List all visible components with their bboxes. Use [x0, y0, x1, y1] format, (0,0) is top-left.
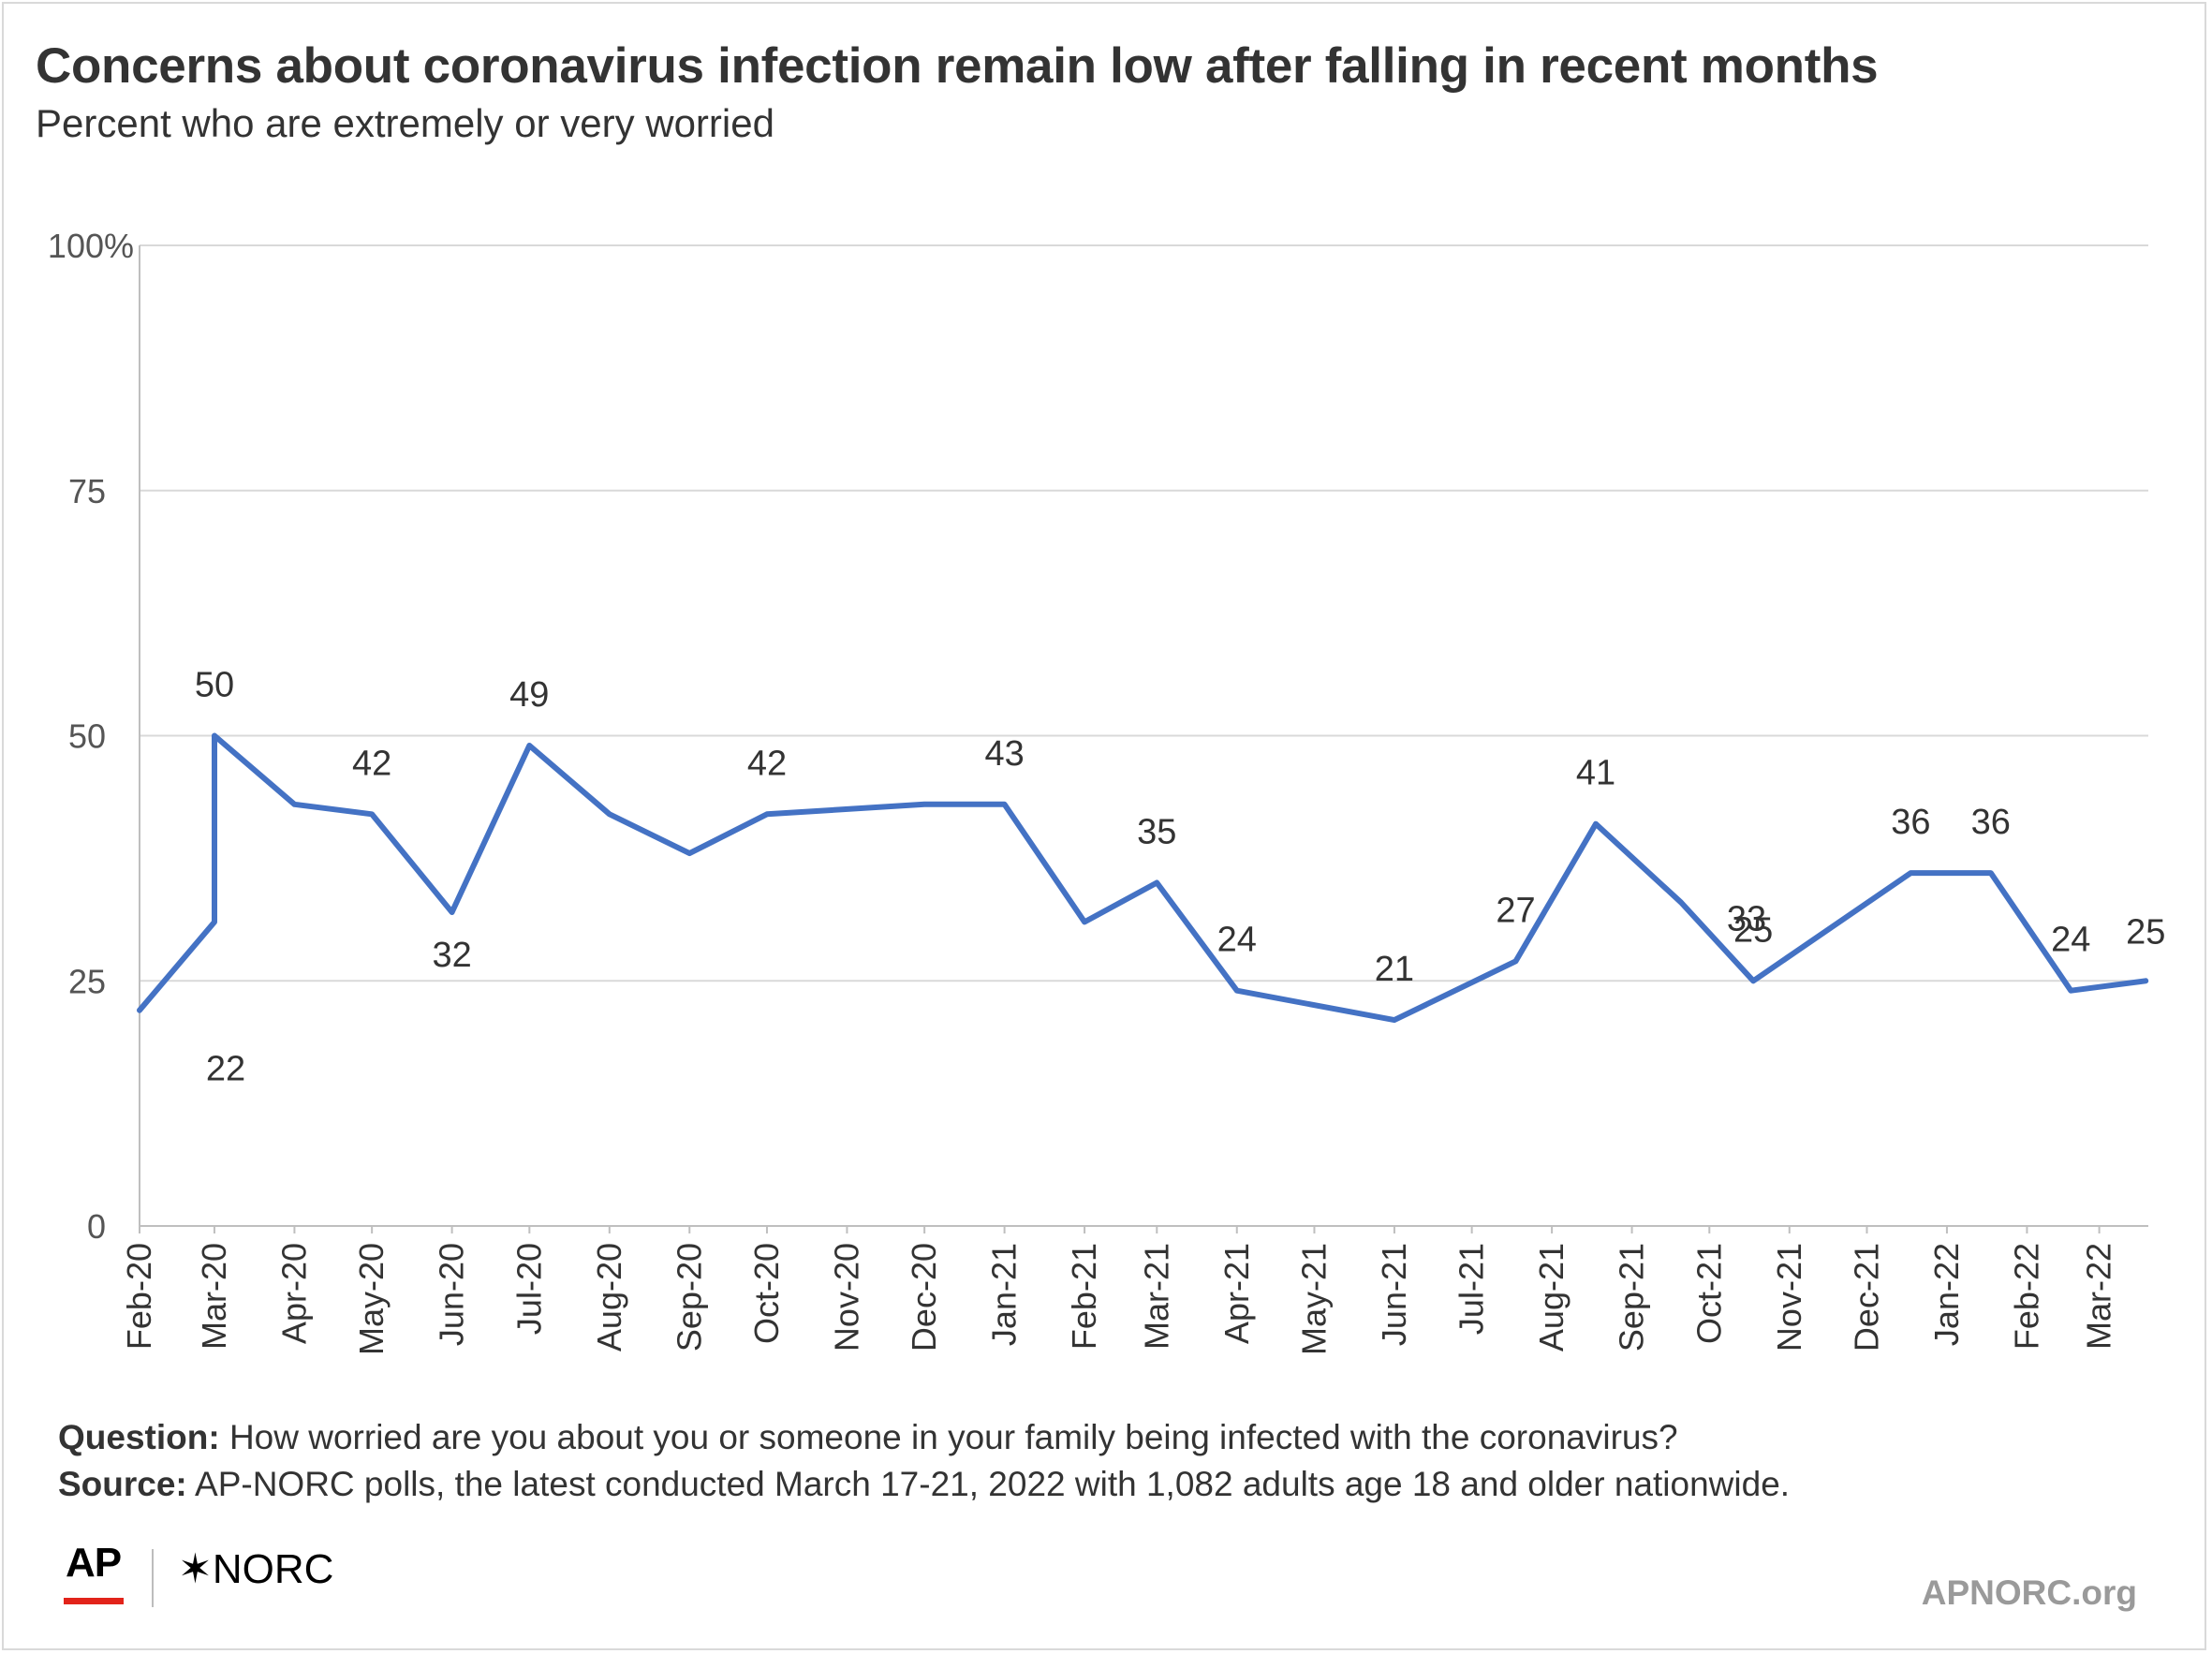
- data-label: 21: [1375, 950, 1414, 989]
- data-label: 27: [1496, 891, 1535, 930]
- data-label: 25: [1733, 910, 1773, 950]
- data-label: 50: [195, 666, 234, 705]
- question-text: How worried are you about you or someone…: [229, 1418, 1678, 1456]
- chart-title: Concerns about coronavirus infection rem…: [36, 38, 1879, 94]
- site-url: APNORC.org: [1921, 1573, 2137, 1612]
- x-tick-label: Feb-21: [1065, 1243, 1103, 1350]
- x-tick-label: Jun-21: [1375, 1243, 1413, 1346]
- x-tick-label: Apr-21: [1217, 1243, 1256, 1344]
- x-tick-label: May-21: [1294, 1243, 1333, 1355]
- x-tick-label: Mar-20: [195, 1243, 233, 1350]
- data-label: 36: [1971, 803, 2011, 842]
- data-label: 35: [1137, 813, 1176, 852]
- data-label: 22: [206, 1050, 245, 1089]
- question-label: Question:: [58, 1418, 220, 1456]
- x-tick-label: Dec-21: [1847, 1243, 1885, 1351]
- data-label: 43: [984, 734, 1024, 774]
- x-tick-label: Oct-21: [1689, 1243, 1728, 1344]
- line-chart: 100% 75 50 25 0 Feb-20 Mar-20 Apr-20 May-20 Jun-2…: [48, 227, 2165, 1355]
- x-tick-label: Jul-20: [509, 1243, 548, 1335]
- data-label: 49: [509, 675, 549, 715]
- source-label: Source:: [58, 1465, 187, 1503]
- x-tick-label: Aug-21: [1532, 1243, 1571, 1351]
- ap-logo-underline: [64, 1598, 124, 1604]
- data-label: 24: [2051, 921, 2090, 960]
- series-line: [137, 732, 2149, 1024]
- question-note: Question: How worried are you about you …: [58, 1418, 1678, 1457]
- data-label: 42: [352, 744, 391, 783]
- data-label: 33: [1727, 899, 1766, 938]
- data-label: 25: [2126, 912, 2165, 952]
- norc-logo: ✶NORC: [178, 1546, 334, 1592]
- y-tick-label: 100%: [48, 227, 134, 265]
- x-tick-label: Feb-22: [2007, 1243, 2045, 1350]
- data-label: 42: [747, 744, 787, 783]
- data-label: 41: [1576, 754, 1615, 793]
- y-tick-label: 50: [68, 717, 106, 756]
- source-note: Source: AP-NORC polls, the latest conduc…: [58, 1465, 1790, 1504]
- x-tick-label: Jul-21: [1453, 1243, 1491, 1335]
- y-tick-label: 0: [87, 1207, 106, 1246]
- x-tick-label: May-20: [352, 1243, 391, 1355]
- ap-logo: AP: [66, 1540, 122, 1586]
- x-tick-label: Jan-21: [985, 1243, 1024, 1346]
- x-tick-label: Nov-20: [827, 1243, 865, 1351]
- data-label: 24: [1217, 921, 1257, 960]
- y-tick-label: 25: [68, 962, 106, 1000]
- x-tick-label: Mar-22: [2080, 1243, 2118, 1350]
- logo-divider: [152, 1549, 154, 1607]
- source-text: AP-NORC polls, the latest conducted Marc…: [195, 1465, 1791, 1503]
- x-tick-label: Dec-20: [905, 1243, 943, 1351]
- x-tick-label: Mar-21: [1137, 1243, 1175, 1350]
- x-tick-label: Aug-20: [590, 1243, 628, 1351]
- y-tick-label: 75: [68, 472, 106, 510]
- x-tick-label: Jan-22: [1927, 1243, 1966, 1346]
- x-tick-label: Jun-20: [433, 1243, 471, 1346]
- x-tick-label: Oct-20: [747, 1243, 786, 1344]
- data-label: 36: [1891, 803, 1930, 842]
- data-label: 32: [432, 936, 471, 975]
- x-tick-label: Sep-20: [670, 1243, 708, 1351]
- x-tick-label: Apr-20: [274, 1243, 313, 1344]
- x-tick-label: Nov-21: [1770, 1243, 1808, 1351]
- chart-subtitle: Percent who are extremely or very worrie…: [36, 101, 774, 145]
- x-tick-label: Feb-20: [120, 1243, 158, 1350]
- x-tick-label: Sep-21: [1613, 1243, 1651, 1351]
